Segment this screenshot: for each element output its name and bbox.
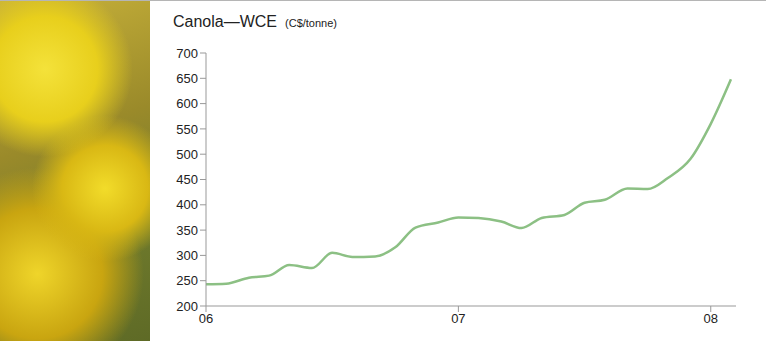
svg-text:650: 650 (176, 71, 198, 86)
svg-text:350: 350 (176, 223, 198, 238)
html-text:Canola—WCE: Canola—WCE (173, 13, 277, 30)
html-text:(C$/tonne): (C$/tonne) (285, 17, 337, 29)
svg-text:400: 400 (176, 197, 198, 212)
svg-text:600: 600 (176, 96, 198, 111)
svg-text:200: 200 (176, 299, 198, 314)
svg-text:06: 06 (199, 311, 213, 326)
svg-text:300: 300 (176, 248, 198, 263)
svg-text:500: 500 (176, 147, 198, 162)
svg-text:700: 700 (176, 46, 198, 61)
svg-text:550: 550 (176, 122, 198, 137)
svg-text:07: 07 (451, 311, 465, 326)
svg-text:450: 450 (176, 172, 198, 187)
svg-text:250: 250 (176, 273, 198, 288)
svg-text:08: 08 (704, 311, 718, 326)
